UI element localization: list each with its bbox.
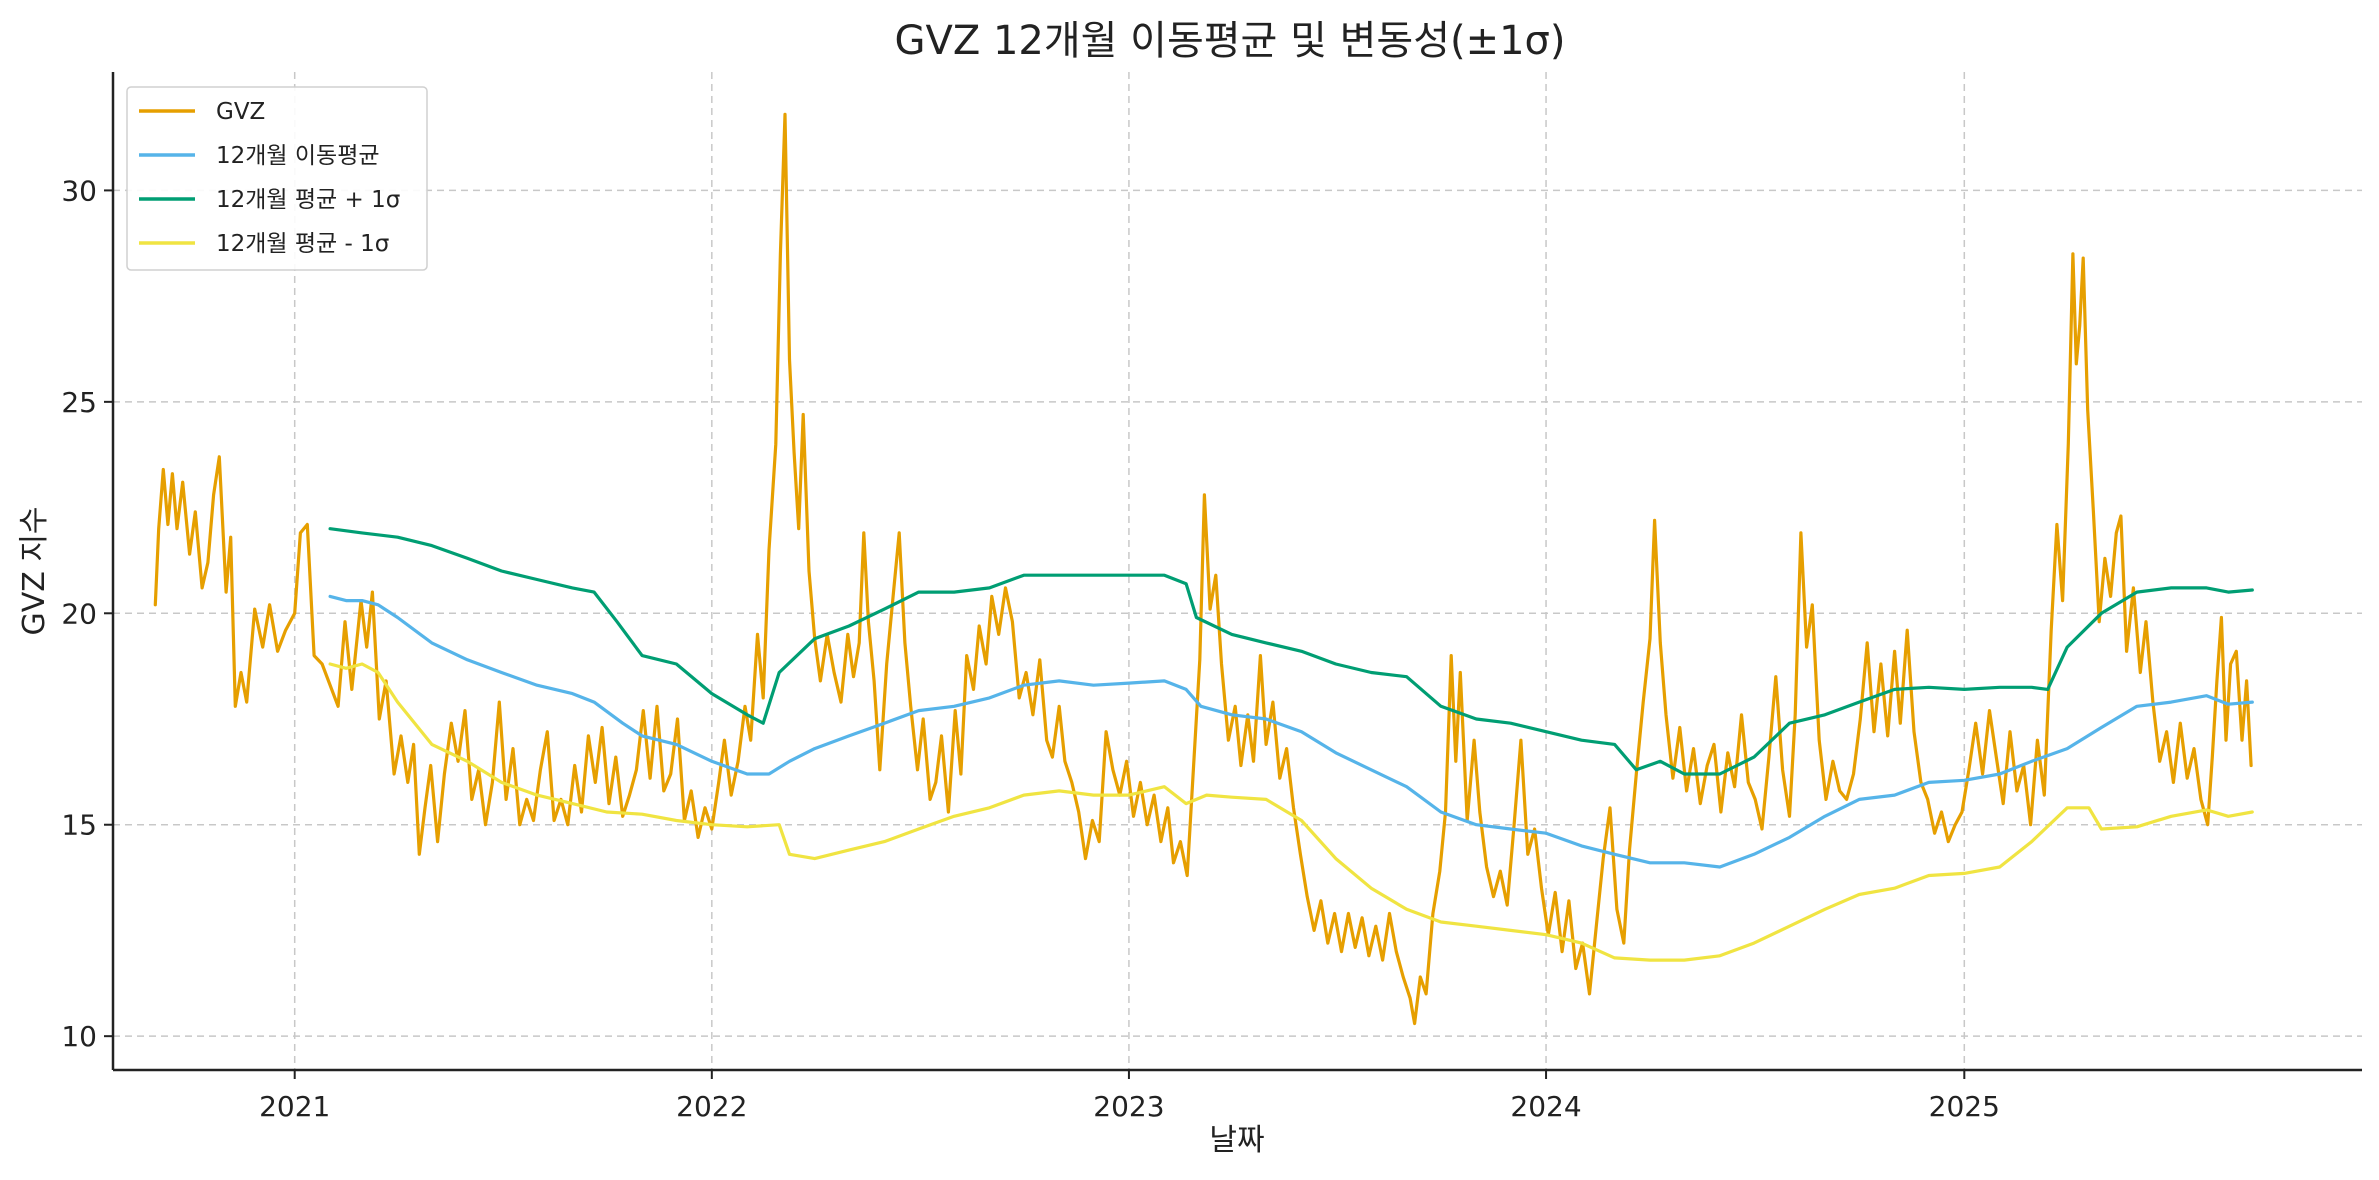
x-axis-label: 날짜 <box>1209 1123 1264 1158</box>
series-line-0 <box>153 112 2253 1026</box>
x-tick-label: 2021 <box>259 1090 330 1123</box>
legend-label-0: GVZ <box>216 99 265 125</box>
y-tick-label: 30 <box>61 174 97 207</box>
y-tick-label: 15 <box>61 809 97 842</box>
series-line-2 <box>328 527 2254 776</box>
series-line-1 <box>328 594 2254 869</box>
grid <box>113 72 2362 1070</box>
series-line-3 <box>328 662 2254 962</box>
axes <box>111 72 2362 1072</box>
x-tick-label: 2024 <box>1510 1090 1581 1123</box>
y-tick-label: 10 <box>61 1020 97 1053</box>
x-tick-label: 2023 <box>1093 1090 1164 1123</box>
legend: GVZ 12개월 이동평균 12개월 평균 + 1σ 12개월 평균 - 1σ <box>126 86 428 271</box>
y-axis-label: GVZ 지수 <box>17 506 52 635</box>
legend-label-2: 12개월 평균 + 1σ <box>216 187 400 213</box>
series-lines <box>153 112 2254 1026</box>
chart-title: GVZ 12개월 이동평균 및 변동성(±1σ) <box>894 18 1565 64</box>
y-tick-label: 20 <box>61 597 97 630</box>
x-tick-label: 2022 <box>676 1090 747 1123</box>
legend-label-3: 12개월 평균 - 1σ <box>216 231 389 257</box>
legend-box <box>126 86 428 271</box>
y-tick-label: 25 <box>61 386 97 419</box>
legend-label-1: 12개월 이동평균 <box>216 143 380 169</box>
x-tick-label: 2025 <box>1929 1090 2000 1123</box>
